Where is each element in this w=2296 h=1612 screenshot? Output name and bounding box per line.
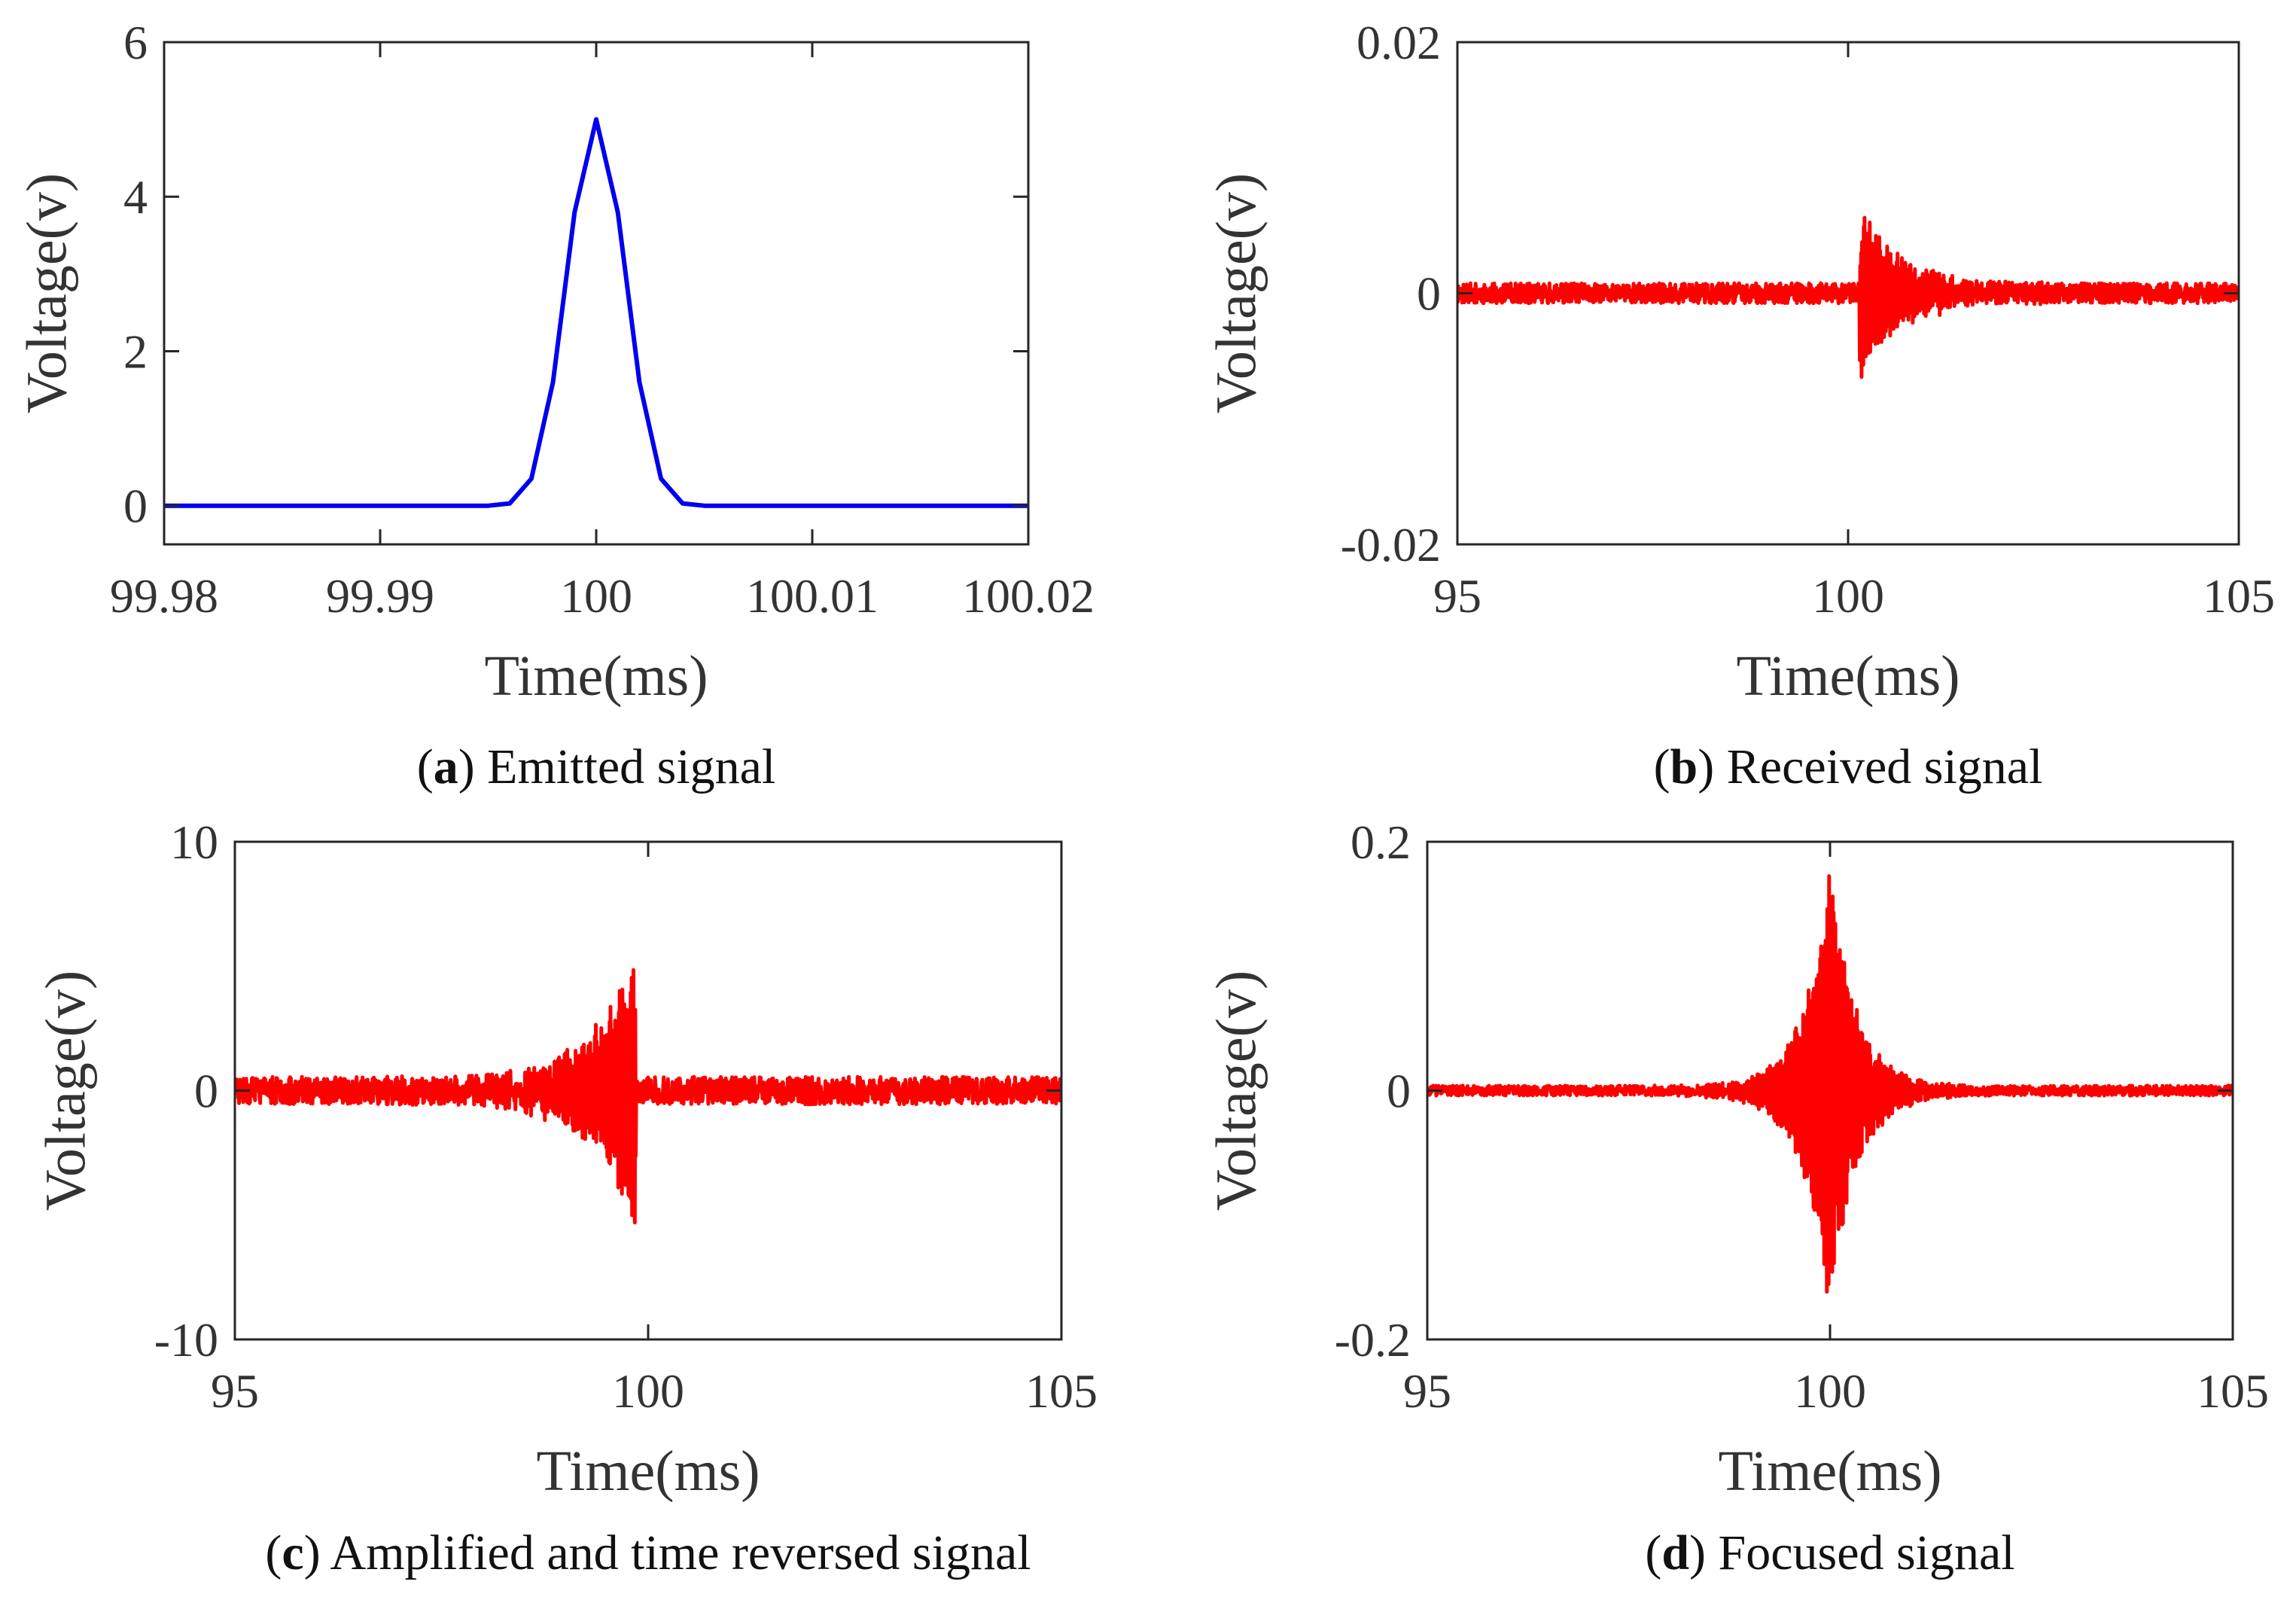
y-tick-label-c-2: 10 (170, 815, 218, 869)
x-tick-label-a-0: 99.98 (110, 569, 218, 623)
x-tick-label-c-2: 105 (1025, 1364, 1098, 1418)
y-tick-label-b-2: 0.02 (1357, 16, 1441, 69)
x-tick-label-d-0: 95 (1403, 1364, 1451, 1418)
x-tick-label-b-0: 95 (1433, 569, 1481, 623)
x-tick-label-a-2: 100 (560, 569, 632, 623)
series-line-b-0 (1457, 215, 2239, 379)
caption-b: (b) Received signal (1654, 739, 2043, 794)
y-tick-label-b-0: -0.02 (1341, 518, 1441, 571)
chart-d: 95 100 105 -0.2 0 0.2 Time(ms) Voltage(v) (d) Fo… (1204, 815, 2269, 1580)
y-tick-label-a-3: 6 (123, 16, 148, 69)
x-axis-label-c: Time(ms) (536, 1440, 760, 1503)
caption-text-d: Focused signal (1719, 1525, 2015, 1580)
x-tick-label-a-3: 100.01 (746, 569, 879, 623)
chart-a: 99.98 99.99 100 100.01 100.02 0 2 4 6 Time(ms) Vol… (15, 16, 1095, 794)
y-axis-label-c: Voltage(v) (34, 971, 97, 1211)
caption-letter-d: d (1661, 1525, 1689, 1580)
y-tick-label-a-2: 4 (123, 170, 148, 224)
caption-letter-b: b (1670, 739, 1698, 794)
y-tick-label-b-1: 0 (1417, 267, 1441, 321)
caption-letter-c: c (282, 1525, 303, 1580)
x-tick-label-a-1: 99.99 (326, 569, 434, 623)
x-axis-label-b: Time(ms) (1736, 644, 1960, 708)
y-axis-label-a: Voltage(v) (15, 173, 78, 413)
series-line-c-0 (235, 968, 1061, 1225)
x-tick-label-b-2: 105 (2203, 569, 2275, 623)
x-tick-label-d-1: 100 (1794, 1364, 1866, 1418)
y-tick-label-c-1: 0 (194, 1065, 218, 1118)
x-tick-label-d-2: 105 (2197, 1364, 2269, 1418)
caption-a: (a) Emitted signal (417, 739, 776, 794)
y-axis-label-d: Voltage(v) (1204, 971, 1268, 1211)
x-tick-label-b-1: 100 (1812, 569, 1884, 623)
caption-text-b: Received signal (1727, 739, 2043, 794)
series-line-a-0 (164, 117, 1028, 508)
caption-text-a: Emitted signal (487, 739, 775, 794)
caption-text-c: Amplified and time reversed signal (330, 1525, 1031, 1580)
x-tick-label-a-4: 100.02 (962, 569, 1095, 623)
y-axis-label-b: Voltage(v) (1204, 173, 1268, 413)
chart-c: 95 100 105 -10 0 10 Time(ms) Voltage(v) (c) Ampl… (34, 815, 1098, 1580)
x-tick-label-c-0: 95 (211, 1364, 259, 1418)
y-tick-label-a-0: 0 (123, 480, 148, 533)
caption-letter-a: a (434, 739, 458, 794)
x-axis-label-d: Time(ms) (1718, 1440, 1941, 1503)
y-tick-label-d-0: -0.2 (1335, 1313, 1411, 1367)
caption-d: (d) Focused signal (1645, 1525, 2014, 1580)
y-tick-label-a-1: 2 (123, 325, 148, 378)
caption-c: (c) Amplified and time reversed signal (265, 1525, 1031, 1580)
y-tick-label-d-1: 0 (1387, 1065, 1411, 1118)
series-line-d-0 (1427, 874, 2233, 1294)
chart-b: 95 100 105 -0.02 0 0.02 Time(ms) Voltage(v) (b) … (1204, 16, 2275, 794)
y-tick-label-d-2: 0.2 (1350, 815, 1411, 869)
y-tick-label-c-0: -10 (154, 1313, 218, 1367)
x-axis-label-a: Time(ms) (484, 644, 708, 708)
x-tick-label-c-1: 100 (612, 1364, 684, 1418)
